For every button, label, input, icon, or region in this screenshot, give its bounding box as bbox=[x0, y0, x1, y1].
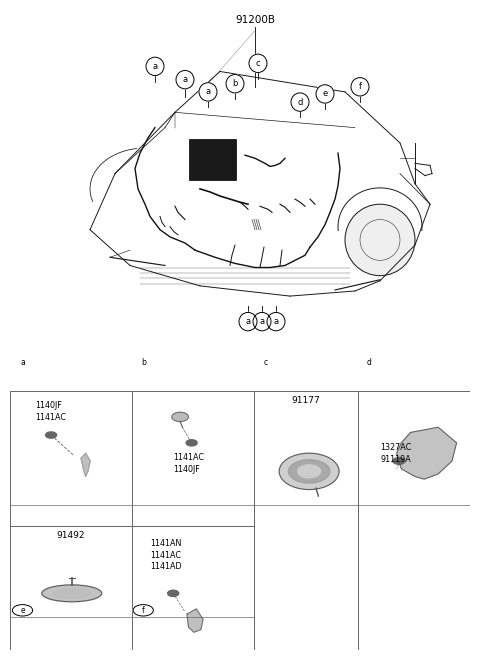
Text: a: a bbox=[182, 75, 188, 84]
Circle shape bbox=[316, 85, 334, 103]
Circle shape bbox=[12, 604, 33, 616]
Circle shape bbox=[226, 74, 244, 93]
Circle shape bbox=[146, 57, 164, 76]
Circle shape bbox=[133, 604, 154, 616]
Text: d: d bbox=[297, 98, 303, 106]
Circle shape bbox=[393, 458, 405, 464]
Circle shape bbox=[172, 412, 188, 422]
Circle shape bbox=[249, 54, 267, 72]
Text: c: c bbox=[256, 59, 260, 68]
Circle shape bbox=[255, 357, 276, 368]
Text: 1141AN
1141AC
1141AD: 1141AN 1141AC 1141AD bbox=[150, 539, 182, 572]
Ellipse shape bbox=[279, 453, 339, 489]
Text: c: c bbox=[264, 358, 267, 367]
Circle shape bbox=[176, 70, 194, 89]
Text: 1140JF
1141AC: 1140JF 1141AC bbox=[35, 401, 66, 422]
Text: f: f bbox=[359, 82, 361, 91]
Polygon shape bbox=[81, 453, 90, 476]
Circle shape bbox=[267, 313, 285, 331]
Text: 91200B: 91200B bbox=[235, 15, 275, 26]
Text: e: e bbox=[20, 606, 25, 615]
Circle shape bbox=[46, 432, 57, 438]
Circle shape bbox=[253, 313, 271, 331]
Polygon shape bbox=[396, 427, 456, 479]
Circle shape bbox=[298, 465, 321, 478]
Text: a: a bbox=[274, 317, 278, 326]
Text: a: a bbox=[153, 62, 157, 71]
Text: b: b bbox=[141, 358, 145, 367]
Text: e: e bbox=[323, 89, 328, 99]
Ellipse shape bbox=[288, 460, 330, 483]
Circle shape bbox=[12, 357, 33, 368]
Text: 91492: 91492 bbox=[57, 531, 85, 540]
Text: 91177: 91177 bbox=[291, 396, 320, 405]
Circle shape bbox=[168, 590, 179, 597]
Text: d: d bbox=[367, 358, 372, 367]
Circle shape bbox=[239, 313, 257, 331]
Text: 1327AC
91119A: 1327AC 91119A bbox=[381, 443, 412, 464]
Ellipse shape bbox=[53, 589, 90, 599]
Circle shape bbox=[186, 440, 197, 446]
Text: a: a bbox=[20, 358, 25, 367]
Text: a: a bbox=[259, 317, 264, 326]
Circle shape bbox=[351, 78, 369, 96]
Circle shape bbox=[133, 357, 154, 368]
Text: a: a bbox=[205, 87, 211, 97]
Circle shape bbox=[291, 93, 309, 111]
Circle shape bbox=[199, 83, 217, 101]
Polygon shape bbox=[187, 609, 203, 632]
Text: 1141AC
1140JF: 1141AC 1140JF bbox=[173, 453, 204, 474]
Ellipse shape bbox=[42, 585, 102, 602]
Text: a: a bbox=[245, 317, 251, 326]
Text: b: b bbox=[232, 79, 238, 88]
Circle shape bbox=[345, 204, 415, 276]
Circle shape bbox=[359, 357, 379, 368]
Text: f: f bbox=[142, 606, 144, 615]
FancyBboxPatch shape bbox=[189, 139, 236, 180]
